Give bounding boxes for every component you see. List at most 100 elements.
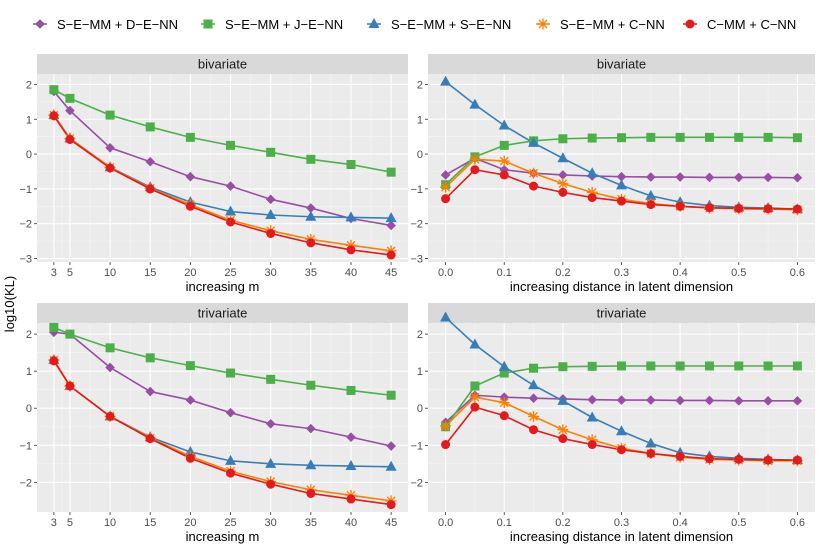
data-point [734,361,744,371]
data-point [617,133,626,143]
y-tick-label: 1 [417,366,423,378]
data-point [704,395,715,406]
legend-key-marker [203,19,213,29]
series-square [53,88,392,173]
data-point [557,152,569,163]
data-point [792,133,802,143]
data-point [346,160,356,170]
data-point [704,132,714,142]
chart-panel: trivariate −2 −1 0 1 2 0.0 0.1 0.2 0.3 0.4 0.5 0.6 in… [410,303,815,544]
data-point [441,194,451,204]
y-tick-label: 1 [417,114,423,126]
data-point [528,167,540,179]
data-point [734,203,744,213]
x-axis-title: increasing distance in latent dimension [510,529,733,544]
x-axis-title: increasing m [186,279,260,294]
data-point [305,210,317,221]
legend-label: S−E−MM + J−E−NN [225,17,343,32]
series-markers [441,165,802,214]
y-tick-label: −2 [19,477,32,489]
legend-key-marker [537,18,549,30]
data-point [65,134,75,144]
minor-grid [37,74,408,262]
data-point [440,311,452,322]
data-point [704,203,714,213]
data-point [587,133,597,143]
series-line [53,88,392,173]
legend-key-marker [35,19,45,29]
x-tick-label: 25 [224,517,236,529]
data-point [306,238,316,248]
data-point [305,459,317,470]
data-point [469,391,481,403]
x-tick-label: 3 [51,267,57,279]
facet-strip [37,54,408,74]
data-point [792,204,802,214]
data-point [145,184,155,194]
data-point [704,172,715,183]
y-tick-label: 0 [26,403,32,415]
x-tick-label: 0.0 [438,517,453,529]
y-axis-label: log10(KL) [2,276,17,332]
data-point [386,441,396,451]
data-point [225,205,237,216]
data-point [763,361,773,371]
data-point [616,395,627,405]
legend-item: S−E−MM + J−E−NN [201,17,343,32]
x-tick-label: 15 [144,517,156,529]
data-point [145,386,156,397]
data-point [558,187,568,197]
data-point [646,395,656,405]
data-point [675,361,685,371]
data-point [225,181,236,191]
chart-panel: bivariate −3 −2 −1 0 1 2 3 5 10 15 20 25 30 35 40 45 incr… [19,54,408,294]
data-point [346,245,356,255]
data-point [185,395,196,405]
data-point [529,425,539,435]
data-point [386,167,396,177]
data-point [306,203,316,213]
data-point [346,494,356,504]
y-tick-label: 0 [26,149,32,161]
data-point [441,440,451,450]
x-tick-label: 45 [385,267,397,279]
x-tick-label: 0.5 [731,517,746,529]
data-point [499,164,510,175]
data-point [646,448,656,458]
data-point [763,132,773,142]
data-point [345,211,357,222]
legend-label: S−E−MM + D−E−NN [57,17,178,32]
y-tick-label: 0 [417,149,423,161]
data-point [557,424,569,436]
legend-key-marker [685,19,695,29]
data-point [646,132,656,142]
data-point [440,170,451,180]
data-point [498,155,510,167]
legend: S−E−MM + D−E−NN S−E−MM + J−E−NN S−E−MM + S… [33,17,796,32]
facet-strip [428,54,815,74]
data-point [675,132,685,142]
data-point [185,361,195,371]
data-point [345,460,357,471]
data-point [385,460,397,471]
y-tick-label: 1 [26,114,32,126]
y-tick-label: 2 [417,79,423,91]
x-tick-label: 0.0 [438,267,453,279]
data-point [185,171,196,182]
data-point [49,356,59,366]
chart-panel: bivariate −3 −2 −1 0 1 2 0.0 0.1 0.2 0.3 0.4 0.5 0.6 i… [410,54,815,294]
legend-item: S−E−MM + S−E−NN [367,17,511,32]
data-point [558,134,568,144]
data-point [734,454,744,464]
major-grid [428,74,815,262]
data-point [528,136,540,147]
y-tick-label: −3 [19,254,32,266]
y-tick-label: 2 [417,329,423,341]
facet-strip [428,303,815,323]
y-tick-label: 2 [26,329,32,341]
data-point [469,338,481,349]
series-markers [49,322,396,400]
data-point [528,410,540,422]
x-axis-title: increasing m [186,529,260,544]
data-point [529,181,539,191]
